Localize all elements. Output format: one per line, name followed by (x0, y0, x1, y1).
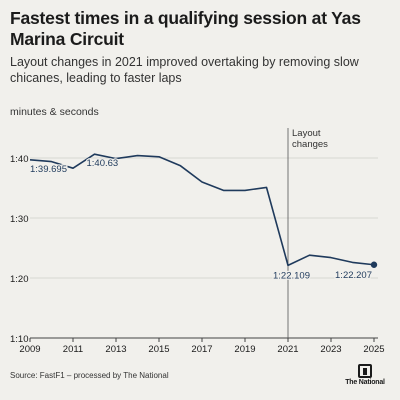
y-tick-label: 1:30 (10, 214, 29, 225)
y-tick-label: 1:10 (10, 334, 29, 345)
x-tick-label: 2009 (19, 344, 40, 355)
y-tick-label: 1:20 (10, 274, 29, 285)
layout-change-label: Layout (292, 128, 321, 139)
chart-title: Fastest times in a qualifying session at… (10, 8, 361, 49)
x-tick-label: 2017 (191, 344, 212, 355)
logo-text: The National (345, 379, 385, 386)
x-tick-label: 2019 (234, 344, 255, 355)
data-label: 1:39.695 (30, 164, 67, 175)
final-data-point (370, 261, 378, 268)
x-tick-label: 2021 (277, 344, 298, 355)
data-label: 1:22.109 (273, 270, 310, 281)
x-tick-label: 2025 (363, 344, 384, 355)
x-tick-label: 2015 (148, 344, 169, 355)
y-tick-label: 1:40 (10, 154, 29, 165)
data-label: 1:40.63 (87, 158, 119, 169)
x-tick-label: 2023 (320, 344, 341, 355)
x-tick-label: 2013 (105, 344, 126, 355)
x-tick-label: 2011 (63, 344, 83, 355)
source-note: Source: FastF1 – processed by The Nation… (10, 371, 169, 380)
the-national-logo: The National (340, 364, 390, 387)
layout-change-label: changes (292, 139, 328, 150)
data-label: 1:22.207 (335, 270, 372, 281)
lap-time-series-line (29, 153, 375, 267)
chart-subtitle: Layout changes in 2021 improved overtaki… (10, 55, 359, 85)
y-axis-label: minutes & seconds (10, 106, 99, 118)
logo-icon (358, 364, 372, 378)
